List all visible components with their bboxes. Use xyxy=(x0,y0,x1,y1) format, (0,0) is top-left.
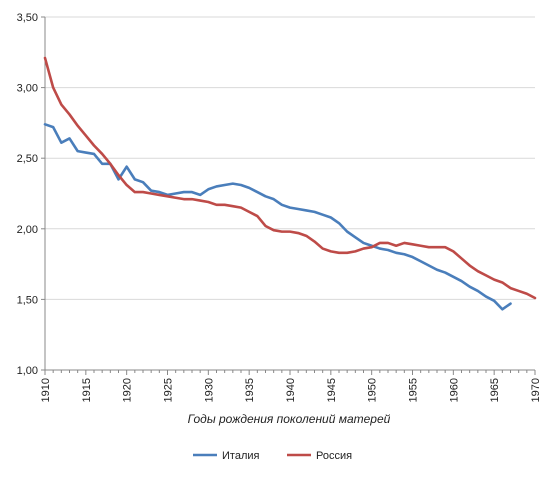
x-tick-label: 1970 xyxy=(530,378,542,402)
x-tick-label: 1935 xyxy=(244,378,256,402)
series-line xyxy=(43,123,512,311)
y-tick-label: 2,00 xyxy=(17,224,38,236)
axes: 1,00 1,50 2,00 2,50 3,00 3,50 1910 1915 1920 1925… xyxy=(17,12,542,402)
gridlines xyxy=(45,16,535,371)
series-line xyxy=(43,56,537,300)
x-tick-label: 1950 xyxy=(367,378,379,402)
series-lines xyxy=(43,56,537,311)
x-tick-label: 1925 xyxy=(163,378,175,402)
x-tick-label: 1945 xyxy=(326,378,338,402)
x-axis-title: Годы рождения поколений матерей xyxy=(188,412,391,426)
y-tick-label: 3,00 xyxy=(17,83,38,95)
x-tick-label: 1930 xyxy=(203,378,215,402)
x-tick-label: 1940 xyxy=(285,378,297,402)
y-tick-label: 1,50 xyxy=(17,294,38,306)
x-tick-label: 1915 xyxy=(81,378,93,402)
x-tick-label: 1920 xyxy=(122,378,134,402)
y-tick-label: 1,00 xyxy=(17,365,38,377)
legend-label: Италия xyxy=(222,450,260,462)
legend: Италия Россия xyxy=(193,450,352,462)
y-tick-label: 2,50 xyxy=(17,153,38,165)
y-tick-label: 3,50 xyxy=(17,12,38,24)
legend-label: Россия xyxy=(316,450,352,462)
x-tick-label: 1960 xyxy=(448,378,460,402)
x-tick-label: 1955 xyxy=(408,378,420,402)
x-tick-label: 1910 xyxy=(40,378,52,402)
x-tick-label: 1965 xyxy=(489,378,501,402)
